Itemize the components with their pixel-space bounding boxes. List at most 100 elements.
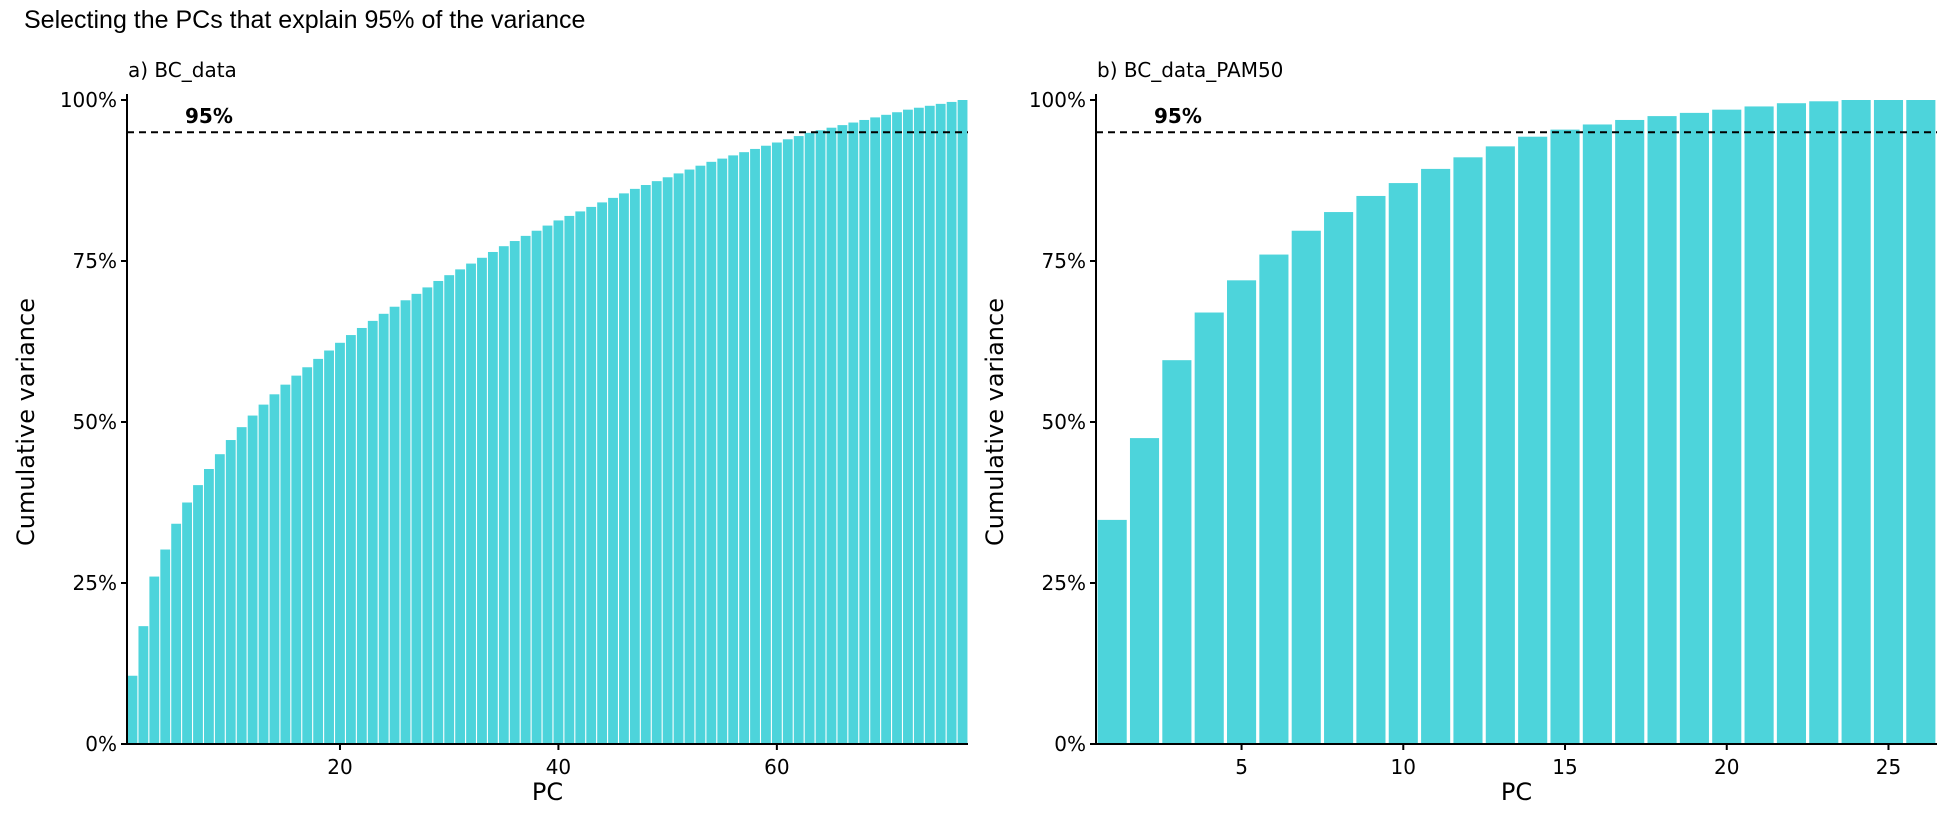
- bar: [935, 103, 946, 744]
- bar: [957, 100, 968, 744]
- x-tick-label: 20: [327, 755, 352, 779]
- x-tick-label: 10: [1391, 755, 1416, 779]
- bar: [564, 215, 575, 745]
- bar: [892, 112, 902, 744]
- bar: [1679, 112, 1709, 744]
- bar: [313, 358, 324, 744]
- bar: [127, 675, 138, 744]
- bar: [204, 469, 214, 744]
- bar: [695, 165, 706, 745]
- bar: [378, 313, 389, 744]
- bar: [619, 193, 629, 744]
- bar: [586, 206, 597, 745]
- bar: [138, 626, 149, 744]
- bar: [597, 202, 608, 744]
- bar: [793, 136, 804, 745]
- bar: [1550, 129, 1580, 744]
- bar: [1291, 230, 1321, 744]
- bar: [1615, 119, 1645, 745]
- bar: [466, 263, 476, 744]
- bar: [1324, 212, 1354, 744]
- y-tick-label: 0%: [1054, 732, 1086, 756]
- bar: [815, 130, 826, 744]
- x-tick-label: 20: [1714, 755, 1739, 779]
- bar: [1129, 438, 1160, 744]
- bar: [411, 293, 422, 744]
- x-axis-label: PC: [1501, 778, 1532, 806]
- bar: [706, 161, 717, 745]
- bar: [1841, 100, 1871, 744]
- panel-subtitle: b) BC_data_PAM50: [1097, 58, 1283, 82]
- bar: [389, 306, 400, 744]
- bar: [771, 142, 782, 744]
- bar: [214, 454, 225, 744]
- bar: [477, 257, 487, 744]
- bar: [717, 158, 728, 744]
- bar: [848, 122, 859, 745]
- bar: [520, 235, 531, 744]
- bar: [1518, 136, 1548, 744]
- y-tick-label: 25%: [1042, 571, 1086, 595]
- bar: [302, 367, 313, 744]
- bar: [1421, 168, 1451, 744]
- panel-subtitle: a) BC_data: [128, 58, 237, 82]
- bar: [291, 375, 302, 744]
- bar: [400, 300, 411, 744]
- bar: [1582, 124, 1612, 745]
- bar: [837, 125, 848, 745]
- bar: [367, 320, 378, 744]
- y-tick-label: 100%: [60, 88, 117, 112]
- x-tick-label: 5: [1235, 755, 1248, 779]
- bar: [1259, 254, 1289, 744]
- bar: [859, 119, 870, 745]
- y-tick-label: 100%: [1029, 88, 1086, 112]
- bar: [487, 251, 498, 744]
- bar: [455, 269, 466, 744]
- bar: [269, 394, 280, 744]
- bar: [1356, 195, 1386, 744]
- bar: [345, 335, 356, 744]
- bar: [498, 246, 509, 745]
- bar: [870, 117, 881, 744]
- bar: [684, 169, 695, 744]
- chart-panel-1: 0% 25% 50% 75% 100% 20 40 60 95% a) BC_data PC Cumu…: [12, 58, 968, 806]
- y-tick-label: 75%: [73, 249, 117, 273]
- bar: [553, 220, 564, 745]
- bar: [280, 384, 291, 744]
- bar: [1388, 183, 1418, 745]
- bar: [728, 155, 739, 744]
- threshold-label: 95%: [185, 104, 233, 128]
- bar: [662, 177, 673, 744]
- x-axis-label: PC: [532, 778, 563, 806]
- bar: [444, 275, 455, 744]
- x-tick-label: 25: [1876, 755, 1901, 779]
- bar: [1453, 157, 1483, 745]
- bar: [247, 415, 258, 744]
- bar: [673, 173, 684, 744]
- x-tick-label: 15: [1552, 755, 1577, 779]
- bar: [946, 101, 957, 744]
- bar: [924, 105, 935, 744]
- bar: [651, 181, 662, 745]
- bar: [236, 427, 247, 744]
- y-tick-label: 75%: [1042, 249, 1086, 273]
- figure-title: Selecting the PCs that explain 95% of th…: [24, 6, 586, 34]
- bar: [1227, 280, 1257, 744]
- bar: [826, 127, 837, 744]
- bar: [149, 576, 160, 744]
- chart-panel-2: 0% 25% 50% 75% 100% 5 10 15 20 25 95% b) BC_data_PA…: [981, 58, 1937, 806]
- y-tick-label: 25%: [73, 571, 117, 595]
- threshold-label: 95%: [1154, 104, 1202, 128]
- bar: [1647, 116, 1677, 745]
- x-tick-label: 40: [546, 755, 571, 779]
- bar: [575, 211, 586, 745]
- bar: [225, 440, 236, 744]
- bar: [750, 148, 760, 745]
- bar: [356, 327, 367, 744]
- bar: [542, 225, 553, 744]
- bar: [629, 188, 640, 744]
- bar: [335, 342, 345, 744]
- bar: [324, 350, 334, 744]
- bar: [1194, 312, 1224, 744]
